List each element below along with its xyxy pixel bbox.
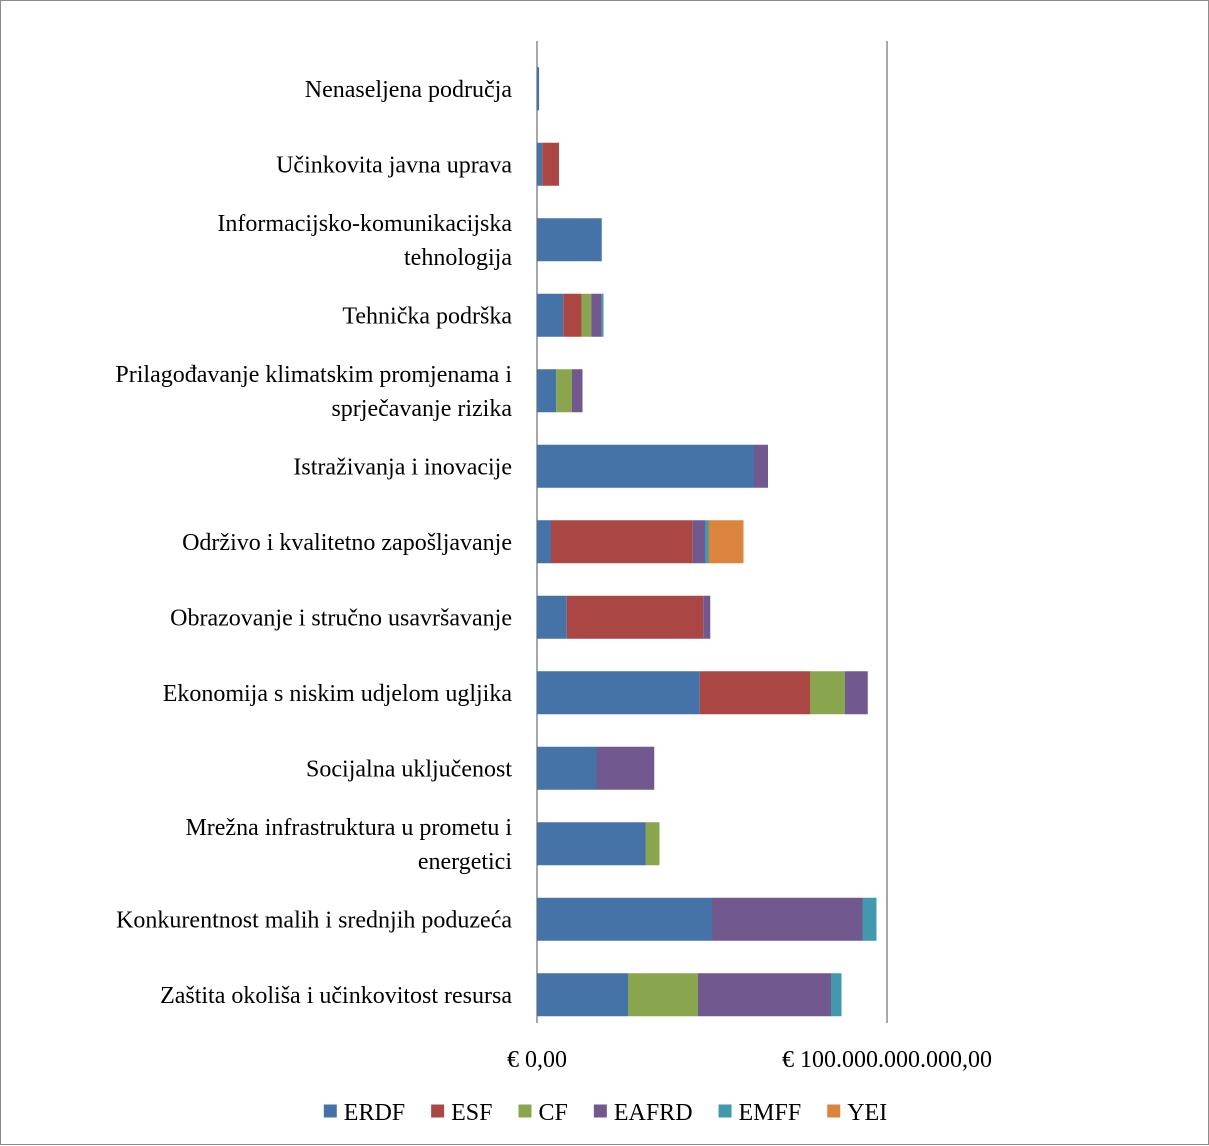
category-label-5: Istraživanja i inovacije: [293, 454, 512, 480]
bar-esf-8: [699, 671, 810, 715]
category-label-line: Istraživanja i inovacije: [293, 454, 512, 480]
bar-eafrd-12: [698, 973, 831, 1017]
bar-cf-3: [581, 293, 592, 337]
legend-label-eafrd: EAFRD: [614, 1100, 693, 1126]
bar-eafrd-8: [845, 671, 868, 715]
bar-erdf-2: [537, 218, 602, 262]
bar-eafrd-9: [596, 746, 655, 790]
category-label-line: tehnologija: [404, 245, 512, 271]
legend-label-cf: CF: [538, 1100, 567, 1126]
category-label-line: Održivo i kvalitetno zapošljavanje: [182, 530, 512, 556]
bar-erdf-6: [537, 520, 551, 564]
category-label-6: Održivo i kvalitetno zapošljavanje: [182, 530, 512, 556]
bar-erdf-7: [537, 595, 567, 639]
legend-swatch-cf: [518, 1104, 532, 1118]
legend-swatch-yei: [827, 1104, 841, 1118]
bar-esf-6: [551, 520, 693, 564]
category-label-line: Ekonomija s niskim udjelom ugljika: [163, 681, 513, 707]
bar-cf-8: [810, 671, 845, 715]
x-tick-label-0: € 0,00: [507, 1047, 567, 1073]
legend-swatch-emff: [718, 1104, 732, 1118]
bar-eafrd-3: [591, 293, 602, 337]
category-label-line: Informacijsko-komunikacijska: [217, 211, 512, 237]
category-label-line: Obrazovanje i stručno usavršavanje: [170, 605, 512, 631]
category-label-line: Prilagođavanje klimatskim promjenama i: [115, 362, 512, 388]
legend-label-emff: EMFF: [739, 1100, 802, 1126]
bar-emff-6: [705, 520, 709, 564]
legend-swatch-erdf: [323, 1104, 337, 1118]
legend-label-yei: YEI: [847, 1100, 887, 1126]
bar-erdf-11: [537, 897, 712, 941]
category-label-11: Konkurentnost malih i srednjih poduzeća: [116, 907, 512, 933]
legend: ERDF ESF CF EAFRD EMFF YEI: [323, 1100, 887, 1126]
x-axis-ticks: € 0,00 € 100.000.000.000,00: [507, 1047, 992, 1073]
bar-erdf-5: [537, 444, 754, 488]
category-label-line: Mrežna infrastruktura u prometu i: [185, 815, 512, 841]
bar-erdf-1: [537, 142, 543, 186]
bar-erdf-4: [537, 369, 557, 413]
category-label-line: Konkurentnost malih i srednjih poduzeća: [116, 907, 512, 933]
bar-erdf-0: [537, 67, 540, 111]
x-tick-label-1: € 100.000.000.000,00: [782, 1047, 992, 1073]
bar-esf-1: [542, 142, 560, 186]
category-label-3: Tehnička podrška: [342, 303, 512, 329]
category-label-2: Informacijsko-komunikacijska tehnologija: [217, 211, 512, 271]
category-label-line: energetici: [418, 849, 513, 875]
bar-eafrd-4: [572, 369, 583, 413]
bar-emff-11: [862, 897, 877, 941]
legend-swatch-esf: [431, 1104, 445, 1118]
category-label-line: Učinkovita javna uprava: [276, 152, 512, 178]
category-label-12: Zaštita okoliša i učinkovitost resursa: [160, 983, 512, 1009]
bar-yei-6: [708, 520, 744, 564]
bar-cf-10: [645, 822, 660, 866]
bar-esf-7: [566, 595, 704, 639]
category-label-line: Tehnička podrška: [342, 303, 512, 329]
bar-eafrd-5: [754, 444, 768, 488]
category-label-1: Učinkovita javna uprava: [276, 152, 512, 178]
bar-erdf-10: [537, 822, 646, 866]
bar-eafrd-7: [703, 595, 711, 639]
category-label-line: Nenaseljena područja: [305, 77, 513, 103]
bar-cf-12: [628, 973, 698, 1017]
bar-cf-4: [556, 369, 572, 413]
bars-layer: [537, 67, 877, 1017]
category-label-10: Mrežna infrastruktura u prometu i energet…: [185, 815, 512, 875]
bar-erdf-8: [537, 671, 700, 715]
category-label-7: Obrazovanje i stručno usavršavanje: [170, 605, 512, 631]
bar-erdf-12: [537, 973, 628, 1017]
category-label-4: Prilagođavanje klimatskim promjenama i sp…: [115, 362, 512, 422]
bar-esf-3: [563, 293, 582, 337]
bar-emff-12: [831, 973, 842, 1017]
bar-eafrd-6: [692, 520, 705, 564]
category-label-line: sprječavanje rizika: [331, 396, 512, 422]
legend-label-erdf: ERDF: [344, 1100, 405, 1126]
category-label-9: Socijalna uključenost: [306, 756, 512, 782]
bar-erdf-9: [537, 746, 597, 790]
bar-erdf-3: [537, 293, 564, 337]
category-labels: Nenaseljena područja Učinkovita javna upr…: [115, 77, 512, 1009]
bar-emff-3: [601, 293, 604, 337]
bar-eafrd-11: [712, 897, 863, 941]
category-label-line: Zaštita okoliša i učinkovitost resursa: [160, 983, 512, 1009]
legend-swatch-eafrd: [593, 1104, 607, 1118]
category-label-0: Nenaseljena područja: [305, 77, 513, 103]
category-label-line: Socijalna uključenost: [306, 756, 512, 782]
category-label-8: Ekonomija s niskim udjelom ugljika: [163, 681, 513, 707]
legend-label-esf: ESF: [451, 1100, 492, 1126]
